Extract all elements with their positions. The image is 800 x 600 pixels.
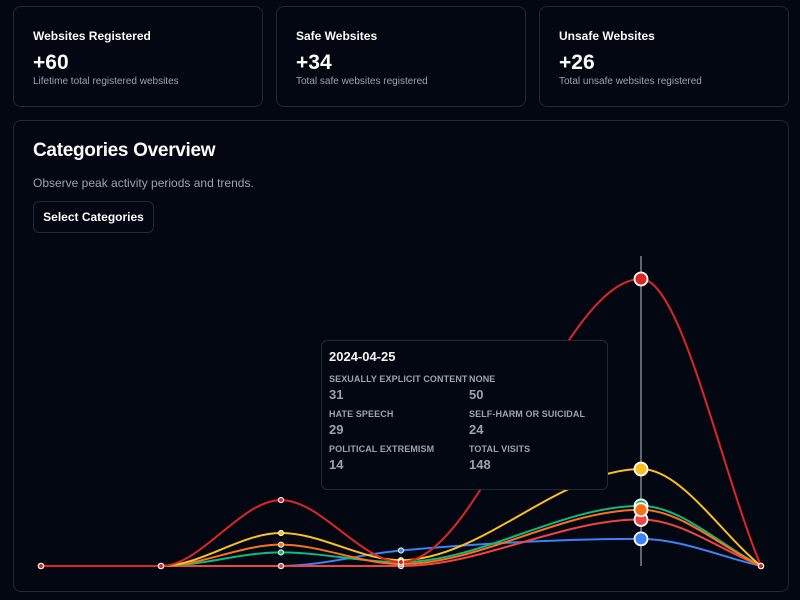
card-subtitle: Lifetime total registered websites: [33, 76, 179, 87]
card-websites-registered: Websites Registered +60 Lifetime total r…: [13, 6, 263, 107]
card-title: Safe Websites: [296, 29, 378, 43]
card-title: Websites Registered: [33, 29, 151, 43]
tooltip-value: 14: [329, 457, 344, 472]
active-data-point[interactable]: [633, 531, 649, 547]
tooltip-label: SELF-HARM OR SUICIDAL: [469, 409, 586, 419]
tooltip-item: TOTAL VISITS 148: [469, 444, 599, 472]
tooltip-item: SELF-HARM OR SUICIDAL 24: [469, 409, 599, 437]
tooltip-value: 148: [469, 457, 491, 472]
card-safe-websites: Safe Websites +34 Total safe websites re…: [276, 6, 526, 107]
select-categories-button[interactable]: Select Categories: [33, 201, 154, 233]
active-data-point[interactable]: [633, 461, 649, 477]
card-value: +26: [559, 51, 595, 74]
tooltip-date: 2024-04-25: [329, 349, 396, 364]
card-value: +60: [33, 51, 69, 74]
chart-tooltip: 2024-04-25 SEXUALLY EXPLICIT CONTENT 31 …: [321, 340, 608, 490]
tooltip-item: SEXUALLY EXPLICIT CONTENT 31: [329, 374, 469, 402]
data-point[interactable]: [277, 549, 285, 556]
tooltip-grid: SEXUALLY EXPLICIT CONTENT 31 NONE 50 HAT…: [329, 374, 600, 472]
card-title: Unsafe Websites: [559, 29, 655, 43]
tooltip-item: NONE 50: [469, 374, 599, 402]
tooltip-value: 50: [469, 387, 484, 402]
tooltip-item: POLITICAL EXTREMISM 14: [329, 444, 469, 472]
data-point[interactable]: [277, 529, 285, 537]
tooltip-label: TOTAL VISITS: [469, 444, 531, 454]
tooltip-label: POLITICAL EXTREMISM: [329, 444, 435, 454]
card-subtitle: Total unsafe websites registered: [559, 76, 702, 87]
data-point[interactable]: [277, 562, 285, 570]
card-subtitle: Total safe websites registered: [296, 76, 428, 87]
tooltip-value: 24: [469, 422, 484, 437]
panel-title: Categories Overview: [33, 140, 216, 161]
panel-subtitle: Observe peak activity periods and trends…: [33, 176, 254, 190]
data-point[interactable]: [37, 562, 45, 570]
data-point[interactable]: [397, 559, 405, 566]
tooltip-label: HATE SPEECH: [329, 409, 394, 419]
card-value: +34: [296, 51, 332, 74]
data-point[interactable]: [277, 496, 285, 504]
tooltip-label: NONE: [469, 374, 496, 384]
tooltip-value: 29: [329, 422, 344, 437]
active-data-point[interactable]: [633, 502, 649, 518]
data-point[interactable]: [397, 547, 405, 554]
tooltip-value: 31: [329, 387, 344, 402]
tooltip-item: HATE SPEECH 29: [329, 409, 469, 437]
card-unsafe-websites: Unsafe Websites +26 Total unsafe website…: [539, 6, 789, 107]
stat-cards: Websites Registered +60 Lifetime total r…: [13, 6, 789, 107]
data-point[interactable]: [757, 562, 765, 570]
active-data-point[interactable]: [633, 271, 649, 287]
tooltip-label: SEXUALLY EXPLICIT CONTENT: [329, 374, 468, 384]
series-line-3: [40, 504, 762, 568]
data-point[interactable]: [277, 541, 285, 548]
data-point[interactable]: [157, 562, 165, 570]
